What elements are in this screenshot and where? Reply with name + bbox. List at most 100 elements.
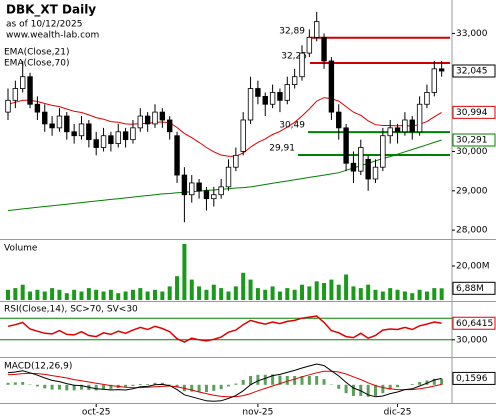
macd-hist <box>344 384 348 394</box>
candle-body <box>299 52 305 78</box>
candle-body <box>358 147 364 172</box>
macd-hist <box>256 374 260 385</box>
candle-body <box>71 131 77 137</box>
subtitle: as of 10/12/2025 <box>6 20 82 30</box>
volume-bar <box>160 291 165 300</box>
macd-hist <box>337 384 341 389</box>
candle-body <box>291 76 298 85</box>
candle-body <box>431 68 437 93</box>
volume-bar <box>417 289 422 300</box>
volume-tag-label: 6,88M <box>456 284 484 294</box>
macd-hist <box>293 376 297 385</box>
volume-bar <box>410 293 415 300</box>
macd-hist <box>219 384 223 390</box>
volume-bar <box>402 291 407 300</box>
macd-hist <box>109 384 113 390</box>
candle-body <box>56 115 63 129</box>
candle-body <box>115 131 121 144</box>
volume-bar <box>50 288 55 300</box>
volume-bar <box>263 289 268 300</box>
macd-hist <box>160 382 164 385</box>
candle-body <box>262 95 268 105</box>
volume-bar <box>292 289 297 300</box>
macd-hist <box>131 384 135 386</box>
rsi-tag-label: 60,6415 <box>456 319 493 329</box>
macd-hist <box>50 384 54 390</box>
macd-hist <box>80 384 83 390</box>
candle-body <box>211 194 217 200</box>
volume-bar <box>432 288 437 300</box>
macd-hist <box>65 384 69 391</box>
volume-tick-label: 20,00M <box>456 261 490 271</box>
legend-entry: EMA(Close,70) <box>4 59 69 69</box>
volume-bar <box>351 286 356 300</box>
price-tick-label: 30,000 <box>456 147 488 157</box>
macd-hist <box>249 376 253 385</box>
volume-bar <box>153 289 157 300</box>
macd-hist <box>396 384 400 388</box>
macd-hist <box>351 384 355 396</box>
candle-body <box>269 92 276 105</box>
candle-body <box>93 139 99 148</box>
macd-hist <box>241 380 245 385</box>
macd-hist <box>278 375 282 385</box>
volume-bar <box>373 289 378 300</box>
price-tag-label: 32,045 <box>456 67 488 77</box>
volume-bar <box>336 284 341 300</box>
macd-hist <box>410 384 414 385</box>
rsi-line <box>7 315 442 343</box>
level-label: 29,91 <box>269 143 295 153</box>
macd-hist <box>204 384 208 392</box>
volume-bar <box>13 288 18 300</box>
candle-body <box>130 127 136 141</box>
volume-bar <box>28 291 33 300</box>
volume-tag <box>452 281 496 295</box>
macd-hist <box>271 374 275 385</box>
macd-hist <box>227 384 230 387</box>
macd-tag <box>452 371 496 385</box>
candle-body <box>42 111 48 125</box>
macd-hist <box>146 384 150 385</box>
volume-bar <box>395 289 400 300</box>
volume-bar <box>277 291 282 300</box>
macd-hist <box>322 379 326 385</box>
candle-body <box>174 135 180 176</box>
volume-bar <box>255 288 260 300</box>
volume-bar <box>241 272 246 300</box>
candle-body <box>5 99 11 113</box>
x-tick-label: dic-25 <box>384 408 412 418</box>
signal-line <box>7 370 442 398</box>
macd-line <box>7 363 442 402</box>
macd-hist <box>388 384 392 390</box>
level-label: 30,49 <box>279 121 305 131</box>
candle-body <box>284 84 290 101</box>
volume-bar <box>79 291 84 300</box>
price-tag <box>452 105 496 119</box>
candle-body <box>409 119 415 133</box>
volume-bar <box>219 288 224 300</box>
macd-hist <box>234 383 238 385</box>
candle-body <box>144 115 151 125</box>
volume-bar <box>344 274 349 300</box>
macd-hist <box>94 384 98 391</box>
candle-body <box>189 182 195 196</box>
macd-hist <box>440 378 444 385</box>
macd-hist <box>418 382 422 385</box>
volume-bar <box>138 288 143 300</box>
legend-entry: EMA(Close,21) <box>4 48 69 58</box>
candle-body <box>306 36 313 54</box>
volume-bar <box>329 279 334 300</box>
macd-hist <box>153 382 157 385</box>
price-tick-label: 28,000 <box>456 226 488 236</box>
candle-body <box>64 115 70 133</box>
volume-bar <box>233 286 238 300</box>
candle-body <box>218 186 224 196</box>
marks: 28,000 29,000 30,000 33,000 oct-25 nov-25 dic-… <box>0 11 496 418</box>
candle-body <box>196 182 202 192</box>
level-label: 32,25 <box>281 51 307 61</box>
candle-body <box>438 68 445 72</box>
candle-body <box>321 36 327 62</box>
candle-body <box>336 111 342 129</box>
